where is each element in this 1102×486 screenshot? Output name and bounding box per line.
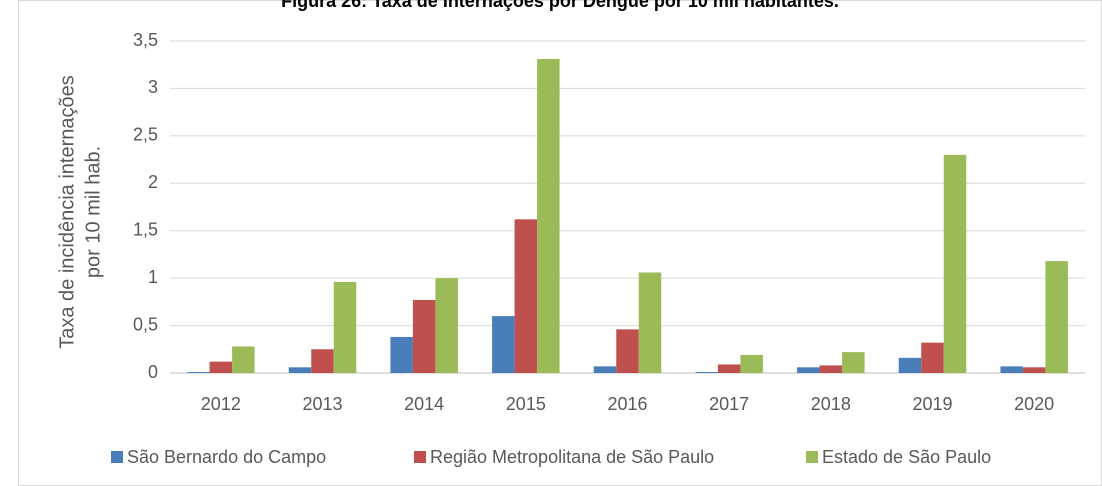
x-tick-label: 2018	[811, 394, 851, 414]
y-tick-label: 0	[148, 362, 158, 382]
legend-swatch	[111, 451, 123, 463]
bar	[898, 357, 922, 373]
bar	[717, 364, 741, 373]
bar	[390, 336, 413, 373]
bar	[593, 366, 617, 373]
bar	[740, 354, 763, 373]
bar	[232, 346, 255, 373]
y-tick-label: 0,5	[133, 314, 158, 334]
bar	[187, 372, 210, 373]
x-tick-label: 2017	[709, 394, 749, 414]
y-tick-label: 2,5	[133, 125, 158, 145]
bar	[1045, 261, 1068, 373]
y-tick-label: 3	[148, 77, 158, 97]
chart-title: Figura 26: Taxa de Internações por Dengu…	[281, 0, 839, 11]
bar	[311, 349, 334, 373]
bar	[842, 352, 865, 373]
y-axis-label: Taxa de incidência internações	[56, 75, 78, 349]
bar	[492, 316, 515, 373]
bar	[638, 272, 662, 373]
legend-swatch	[414, 451, 426, 463]
bar	[819, 365, 843, 373]
legend-swatch	[806, 451, 818, 463]
x-tick-label: 2020	[1014, 394, 1054, 414]
bar	[435, 278, 458, 373]
legend-label: Estado de São Paulo	[822, 447, 991, 467]
chart-frame	[18, 0, 1102, 486]
y-axis-label: por 10 mil hab.	[82, 146, 104, 278]
x-tick-label: 2013	[302, 394, 342, 414]
bar	[797, 367, 820, 373]
bar	[333, 281, 357, 373]
x-tick-label: 2014	[404, 394, 444, 414]
bar	[616, 329, 639, 373]
bar	[288, 367, 312, 373]
bar	[514, 219, 538, 373]
y-tick-label: 1,5	[133, 219, 158, 239]
bar	[943, 154, 967, 373]
bar	[209, 361, 233, 373]
bar	[412, 299, 436, 373]
legend-label: Região Metropolitana de São Paulo	[430, 447, 714, 467]
y-tick-label: 1	[148, 267, 158, 287]
x-tick-label: 2019	[912, 394, 952, 414]
y-tick-label: 2	[148, 172, 158, 192]
bar	[695, 372, 718, 373]
x-tick-label: 2012	[201, 394, 241, 414]
x-tick-label: 2016	[607, 394, 647, 414]
bar	[537, 59, 560, 373]
bar	[921, 342, 944, 373]
x-tick-label: 2015	[506, 394, 546, 414]
y-tick-label: 3,5	[133, 30, 158, 50]
legend-label: São Bernardo do Campo	[127, 447, 326, 467]
bar	[1022, 367, 1046, 373]
bar	[1000, 366, 1023, 373]
